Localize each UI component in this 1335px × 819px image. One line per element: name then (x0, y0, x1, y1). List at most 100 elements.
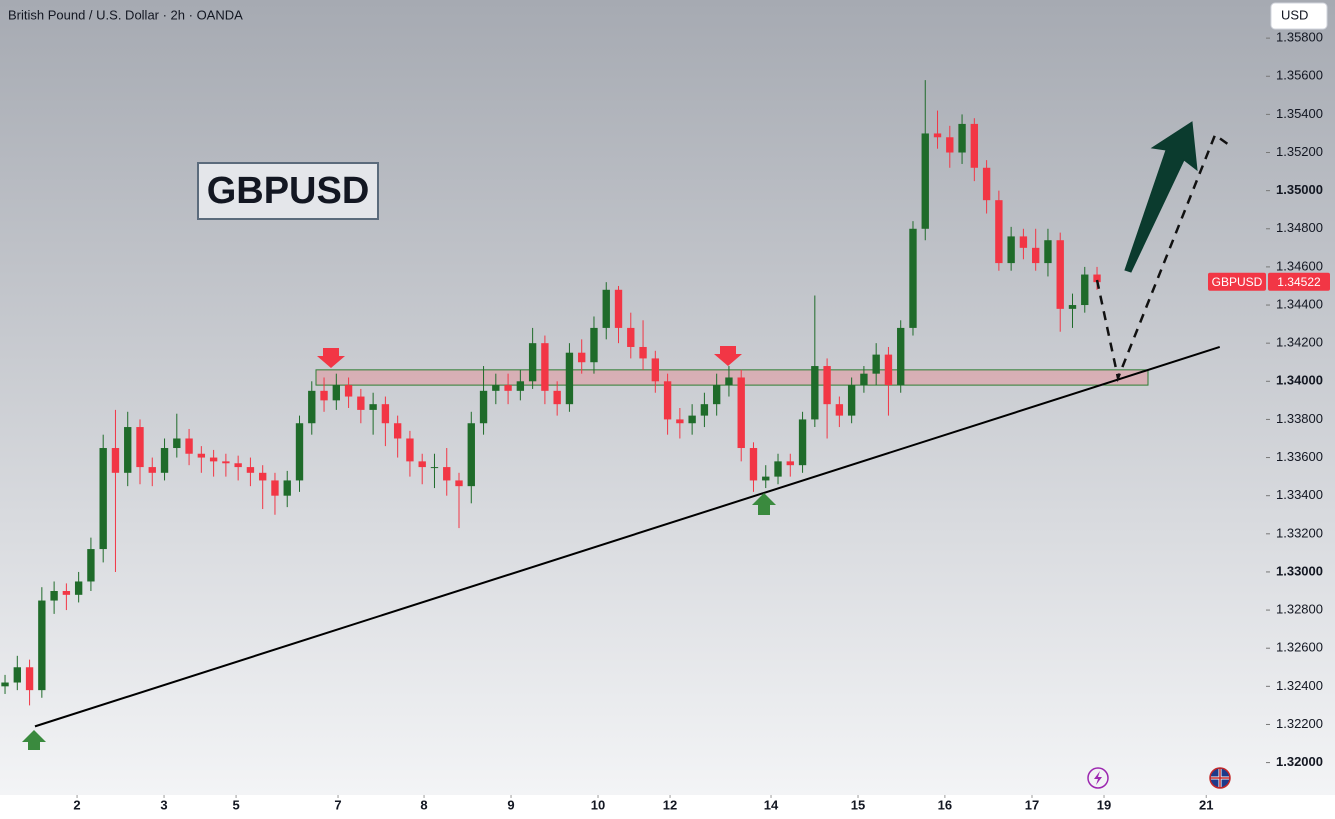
event-icon[interactable] (1087, 767, 1109, 789)
candle-body (467, 423, 475, 487)
target-arrow (1124, 121, 1198, 273)
x-tick-label: 10 (591, 797, 605, 812)
y-tick-label: 1.32200 (1276, 716, 1323, 731)
y-tick-label: 1.34800 (1276, 220, 1323, 235)
y-tick-label: 1.34400 (1276, 296, 1323, 311)
candle-body (344, 385, 353, 397)
candle-body (700, 404, 709, 416)
candle-body (418, 461, 426, 468)
candle-body (847, 385, 856, 416)
projection-path (1095, 133, 1233, 383)
candle-body (516, 381, 525, 391)
candle-body (99, 448, 107, 550)
candle-body (308, 390, 316, 424)
candle-body (798, 419, 807, 466)
candle-body (835, 404, 844, 416)
candle-body (1019, 236, 1028, 248)
candle-body (897, 327, 905, 386)
candle-body (455, 480, 463, 487)
candle-body (737, 377, 745, 449)
candle-body (663, 381, 672, 420)
y-tick-label: 1.35400 (1276, 106, 1323, 121)
x-tick-label: 17 (1025, 797, 1039, 812)
candle-body (393, 423, 402, 439)
candle-body (811, 366, 819, 420)
candle-body (111, 448, 120, 473)
candle-body (1, 682, 9, 687)
candle-body (271, 480, 279, 496)
up-arrow (752, 493, 776, 515)
y-tick-label: 1.34000 (1276, 373, 1323, 388)
candle-body (627, 327, 635, 347)
candle-body (933, 133, 942, 138)
y-tick-label: 1.34600 (1276, 258, 1323, 273)
candle-body (921, 133, 929, 229)
y-tick-label: 1.35200 (1276, 144, 1323, 159)
candle-body (541, 343, 549, 391)
x-tick-label: 15 (851, 797, 865, 812)
currency: USD (1281, 7, 1308, 22)
candle-body (651, 358, 660, 382)
price-tag-label: 1.34522 (1277, 275, 1321, 289)
y-tick-label: 1.33000 (1276, 563, 1323, 578)
candle-body (528, 343, 537, 382)
candle-body (197, 453, 206, 458)
x-tick-label: 19 (1097, 797, 1111, 812)
chart-title: British Pound / U.S. Dollar · 2h · OANDA (8, 7, 243, 22)
candle-body (872, 354, 880, 374)
candle-body (565, 352, 574, 405)
currency-button[interactable] (1270, 2, 1328, 30)
y-tick-label: 1.32800 (1276, 602, 1323, 617)
y-tick-label: 1.32000 (1276, 754, 1323, 769)
candle-body (492, 385, 500, 391)
candle-body (946, 137, 954, 153)
candle-body (357, 396, 365, 410)
candle-body (602, 289, 610, 328)
candle-body (1068, 305, 1077, 309)
y-tick-label: 1.34200 (1276, 335, 1323, 350)
x-tick-label: 9 (507, 797, 514, 812)
candle-body (590, 327, 598, 363)
candle-body (786, 461, 794, 466)
candle-body (62, 591, 71, 595)
symbol-tag (1208, 272, 1266, 291)
candle-body (823, 366, 831, 405)
x-tick-label: 21 (1199, 797, 1213, 812)
candle-body (982, 167, 991, 201)
candle-body (332, 385, 340, 401)
x-tick-label: 16 (938, 797, 952, 812)
candle-body (381, 404, 390, 424)
y-tick-label: 1.32400 (1276, 678, 1323, 693)
candle-body (283, 480, 291, 496)
x-tick-label: 14 (764, 797, 779, 812)
candle-body (1093, 274, 1101, 283)
candle-body (246, 467, 255, 473)
price-tag (1268, 272, 1330, 291)
x-tick-label: 2 (73, 797, 80, 812)
candle-body (639, 346, 647, 359)
candle-body (50, 591, 58, 601)
event-icon-bolt (1094, 771, 1102, 785)
candle-body (958, 123, 966, 153)
candle-body (578, 352, 586, 363)
candle-body (173, 438, 181, 449)
candle-body (553, 390, 561, 405)
candle-body (884, 354, 893, 386)
y-tick-label: 1.33200 (1276, 525, 1323, 540)
candle-body (676, 419, 684, 424)
candle-body (443, 467, 451, 481)
candle-body (259, 472, 267, 481)
candle-body (234, 463, 242, 468)
down-arrow (317, 348, 345, 368)
candle-body (222, 461, 230, 464)
candle-body (688, 415, 696, 424)
candle-body (995, 200, 1003, 264)
x-tick-label: 7 (334, 797, 341, 812)
y-tick-label: 1.35000 (1276, 182, 1323, 197)
x-tick-label: 8 (420, 797, 427, 812)
candle-body (295, 423, 304, 481)
y-tick-label: 1.33400 (1276, 487, 1323, 502)
candle-body (1056, 240, 1064, 309)
candle-body (1007, 236, 1015, 264)
x-tick-label: 12 (663, 797, 677, 812)
